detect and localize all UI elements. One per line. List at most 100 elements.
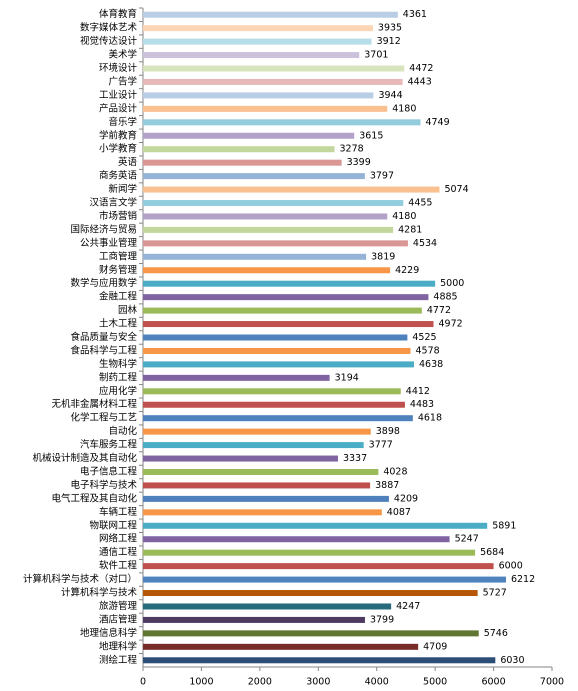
value-label: 4472 — [409, 63, 433, 74]
bar — [143, 11, 398, 18]
value-label: 4229 — [395, 265, 419, 276]
bar — [143, 347, 411, 354]
value-label: 3278 — [340, 144, 364, 155]
bar — [143, 603, 392, 610]
value-label: 3887 — [375, 480, 399, 491]
bar — [143, 657, 496, 664]
value-label: 3799 — [370, 614, 394, 625]
y-tick-label: 产品设计 — [99, 102, 138, 114]
value-label: 4534 — [413, 238, 437, 249]
y-tick-label: 金融工程 — [99, 291, 138, 303]
x-tick-label: 3000 — [306, 677, 330, 688]
bar — [143, 267, 391, 274]
y-tick-label: 电子信息工程 — [80, 465, 138, 477]
x-tick-label: 4000 — [365, 677, 389, 688]
y-tick-label: 应用化学 — [99, 385, 137, 397]
bar — [143, 146, 335, 153]
value-label: 4247 — [396, 601, 420, 612]
y-tick-label: 新闻学 — [108, 183, 137, 195]
y-tick-label: 车辆工程 — [99, 506, 138, 518]
bar — [143, 200, 404, 207]
value-label: 4483 — [410, 399, 434, 410]
bar — [143, 415, 413, 422]
value-label: 5684 — [480, 547, 504, 558]
bar — [143, 132, 355, 139]
value-label: 4709 — [423, 641, 447, 652]
y-tick-label: 商务英语 — [99, 170, 138, 182]
y-tick-label: 自动化 — [108, 425, 137, 437]
bar — [143, 334, 408, 341]
y-tick-label: 环境设计 — [99, 62, 138, 74]
y-tick-label: 公共事业管理 — [80, 237, 138, 249]
value-label: 6030 — [500, 655, 524, 666]
y-tick-label: 测绘工程 — [99, 654, 138, 666]
y-tick-label: 学前教育 — [99, 129, 137, 141]
value-label: 4749 — [425, 117, 449, 128]
bar — [143, 455, 338, 462]
value-label: 5746 — [484, 628, 508, 639]
bar — [143, 361, 414, 368]
bar — [143, 92, 374, 99]
bar — [143, 105, 388, 112]
value-label: 4087 — [387, 507, 411, 518]
value-label: 5891 — [492, 520, 516, 531]
x-tick-label: 5000 — [423, 677, 447, 688]
y-tick-label: 生物科学 — [99, 358, 137, 370]
y-tick-label: 汽车服务工程 — [80, 439, 138, 451]
y-tick-label: 化学工程与工艺 — [70, 412, 137, 424]
x-tick-label: 7000 — [540, 677, 564, 688]
value-label: 5727 — [483, 588, 507, 599]
value-label: 4885 — [433, 292, 457, 303]
bar — [143, 226, 394, 233]
bar — [143, 240, 408, 247]
bar — [143, 401, 405, 408]
y-tick-label: 美术学 — [108, 49, 137, 61]
bar — [143, 549, 476, 556]
value-label: 4361 — [403, 9, 427, 20]
y-tick-label: 汉语言文学 — [89, 197, 137, 209]
value-label: 3777 — [369, 440, 393, 451]
bar — [143, 294, 429, 301]
y-tick-label: 国际经济与贸易 — [70, 223, 137, 235]
bar — [143, 25, 373, 32]
bar — [143, 253, 367, 260]
y-tick-label: 食品质量与安全 — [70, 331, 137, 343]
bar — [143, 374, 330, 381]
value-label: 4180 — [392, 103, 416, 114]
y-tick-label: 广告学 — [108, 75, 137, 87]
y-tick-label: 视觉传达设计 — [80, 35, 138, 47]
y-tick-label: 酒店管理 — [99, 613, 138, 625]
value-label: 4443 — [408, 76, 432, 87]
bar — [143, 643, 419, 650]
bar — [143, 495, 389, 502]
bar — [143, 65, 405, 72]
value-label: 4028 — [383, 466, 407, 477]
value-label: 3399 — [347, 157, 371, 168]
bar — [143, 173, 365, 180]
bar — [143, 428, 371, 435]
bar — [143, 307, 422, 314]
bar — [143, 52, 360, 59]
y-tick-label: 土木工程 — [99, 318, 138, 330]
bar — [143, 509, 382, 516]
bar — [143, 388, 401, 395]
value-label: 4209 — [394, 493, 418, 504]
y-tick-label: 数字媒体艺术 — [80, 22, 138, 34]
y-tick-label: 数学与应用数学 — [70, 277, 137, 289]
y-tick-label: 电子科学与技术 — [70, 479, 137, 491]
value-label: 4772 — [427, 305, 451, 316]
x-tick-label: 6000 — [481, 677, 505, 688]
bar — [143, 38, 372, 45]
bar — [143, 576, 506, 583]
bar — [143, 280, 436, 287]
bar — [143, 630, 479, 637]
bar — [143, 522, 488, 529]
value-label: 4180 — [392, 211, 416, 222]
y-tick-label: 电气工程及其自动化 — [51, 492, 137, 504]
bar — [143, 482, 371, 489]
value-label: 4618 — [418, 413, 442, 424]
y-tick-label: 网络工程 — [99, 533, 138, 545]
value-label: 5247 — [455, 534, 479, 545]
